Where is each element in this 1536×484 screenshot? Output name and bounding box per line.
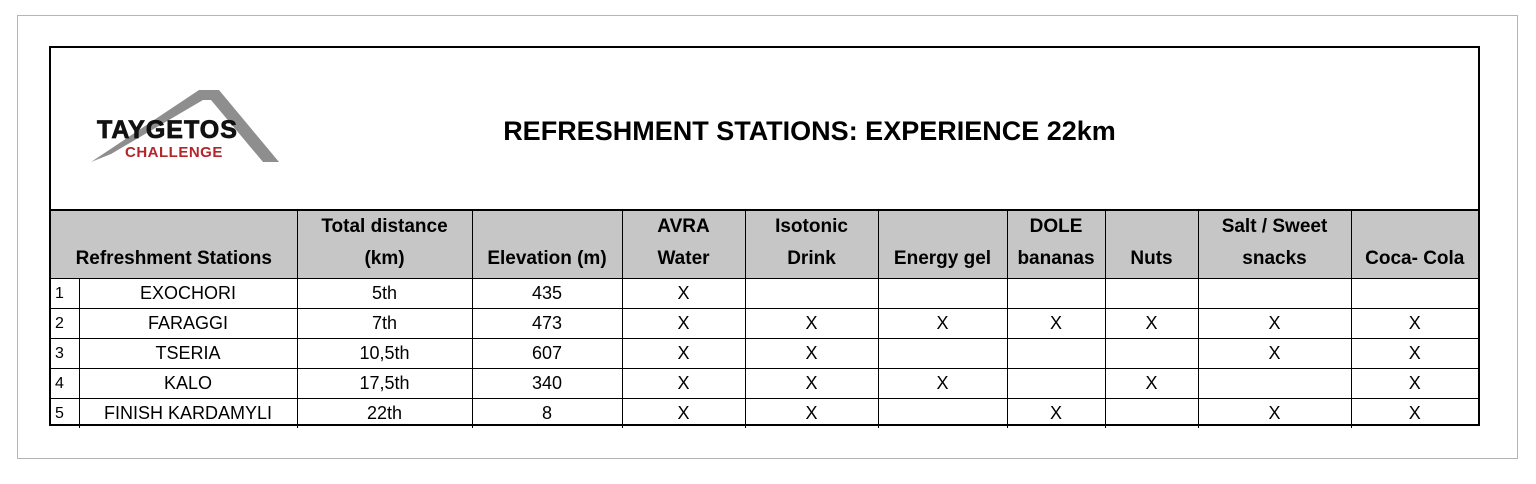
table-cell xyxy=(1350,278,1478,309)
header-line: Refreshment Stations xyxy=(75,248,272,269)
stations-table: Refreshment Stations Total distance (km) El… xyxy=(51,211,1478,428)
table-cell: 473 xyxy=(471,308,622,339)
sheet-header: TAYGETOS CHALLENGE REFRESHMENT STATIONS:… xyxy=(51,48,1478,211)
table-cell: X xyxy=(1104,308,1198,339)
table-cell: X xyxy=(744,398,878,428)
table-cell: X xyxy=(1197,398,1351,428)
table-cell: X xyxy=(621,398,745,428)
header-line: (km) xyxy=(364,248,405,269)
row-number: 1 xyxy=(51,278,79,309)
table-cell: 5th xyxy=(296,278,472,309)
header-line: Coca- Cola xyxy=(1365,248,1465,269)
table-cell: 10,5th xyxy=(296,338,472,369)
header-line: Nuts xyxy=(1130,248,1173,269)
row-number: 4 xyxy=(51,368,79,399)
table-row: 1 EXOCHORI 5th 435 X xyxy=(51,278,1478,309)
table-cell xyxy=(1104,398,1198,428)
table-row: 4 KALO 17,5th 340 X X X X X xyxy=(51,368,1478,399)
table-cell xyxy=(1006,338,1105,369)
row-number: 5 xyxy=(51,398,79,428)
table-cell xyxy=(1197,368,1351,399)
row-number: 2 xyxy=(51,308,79,339)
table-cell xyxy=(1104,278,1198,309)
header-line: Energy gel xyxy=(893,248,992,269)
table-cell: X xyxy=(1197,308,1351,339)
table-cell: X xyxy=(877,368,1007,399)
column-header: DOLE bananas xyxy=(1006,211,1105,279)
title: REFRESHMENT STATIONS: EXPERIENCE 22km xyxy=(503,116,1116,146)
table-cell: X xyxy=(877,308,1007,339)
table-cell: X xyxy=(1350,308,1478,339)
table-cell: X xyxy=(1104,368,1198,399)
table-cell: 340 xyxy=(471,368,622,399)
column-header: Energy gel xyxy=(877,211,1007,279)
table-cell: EXOCHORI xyxy=(78,278,297,309)
table-row: 2 FARAGGI 7th 473 X X X X X X X xyxy=(51,308,1478,339)
row-number: 3 xyxy=(51,338,79,369)
column-header: Salt / Sweet snacks xyxy=(1197,211,1351,279)
table-cell: FARAGGI xyxy=(78,308,297,339)
sheet: TAYGETOS CHALLENGE REFRESHMENT STATIONS:… xyxy=(49,46,1480,428)
header-line: Total distance xyxy=(321,216,448,237)
table-cell: X xyxy=(1350,398,1478,428)
table-cell xyxy=(877,338,1007,369)
logo: TAYGETOS CHALLENGE xyxy=(91,90,279,162)
table-cell: X xyxy=(744,308,878,339)
table-row: 5 FINISH KARDAMYLI 22th 8 X X X X X xyxy=(51,398,1478,428)
table-cell: X xyxy=(1197,338,1351,369)
header-row: Refreshment Stations Total distance (km) El… xyxy=(51,211,1478,279)
table-cell xyxy=(1104,338,1198,369)
logo-mountain xyxy=(91,90,279,162)
table-cell xyxy=(744,278,878,309)
header-line: AVRA xyxy=(657,216,710,237)
table-cell: X xyxy=(1350,338,1478,369)
column-header: Isotonic Drink xyxy=(744,211,878,279)
column-header: Elevation (m) xyxy=(471,211,622,279)
header-line: Elevation (m) xyxy=(487,248,607,269)
table-cell: 607 xyxy=(471,338,622,369)
table-cell: 435 xyxy=(471,278,622,309)
table-cell: X xyxy=(621,368,745,399)
table-cell xyxy=(877,398,1007,428)
column-header: Total distance (km) xyxy=(296,211,472,279)
table-cell: X xyxy=(1006,308,1105,339)
table-cell: TSERIA xyxy=(78,338,297,369)
header-line: Isotonic xyxy=(775,216,848,237)
table-cell xyxy=(1006,278,1105,309)
table-cell: X xyxy=(1006,398,1105,428)
column-header: Refreshment Stations xyxy=(51,211,297,279)
table-cell: X xyxy=(621,338,745,369)
logo-tagline: CHALLENGE xyxy=(125,144,223,161)
frame xyxy=(17,15,1518,459)
header-line: bananas xyxy=(1017,248,1095,269)
table-cell: X xyxy=(1350,368,1478,399)
table-cell: 22th xyxy=(296,398,472,428)
table-cell: 7th xyxy=(296,308,472,339)
table-cell: X xyxy=(621,278,745,309)
header-line: Water xyxy=(657,248,710,269)
table-cell: 17,5th xyxy=(296,368,472,399)
table-cell: FINISH KARDAMYLI xyxy=(78,398,297,428)
column-header: Nuts xyxy=(1104,211,1198,279)
table-row: 3 TSERIA 10,5th 607 X X X X xyxy=(51,338,1478,369)
logo-name: TAYGETOS xyxy=(97,116,238,144)
header-line: Drink xyxy=(787,248,836,269)
table-cell: X xyxy=(744,338,878,369)
header-line: Salt / Sweet xyxy=(1221,216,1328,237)
table-body: 1 EXOCHORI 5th 435 X 2 FARAGGI 7th 473 X X X X X X X 3 TS… xyxy=(51,278,1478,428)
table-cell: 8 xyxy=(471,398,622,428)
column-header: Coca- Cola xyxy=(1350,211,1478,279)
column-header: AVRA Water xyxy=(621,211,745,279)
header-line: DOLE xyxy=(1029,216,1083,237)
table-cell: KALO xyxy=(78,368,297,399)
header-line: snacks xyxy=(1242,248,1307,269)
table-cell: X xyxy=(621,308,745,339)
table-cell: X xyxy=(744,368,878,399)
table-cell xyxy=(1197,278,1351,309)
table-cell xyxy=(877,278,1007,309)
table-cell xyxy=(1006,368,1105,399)
